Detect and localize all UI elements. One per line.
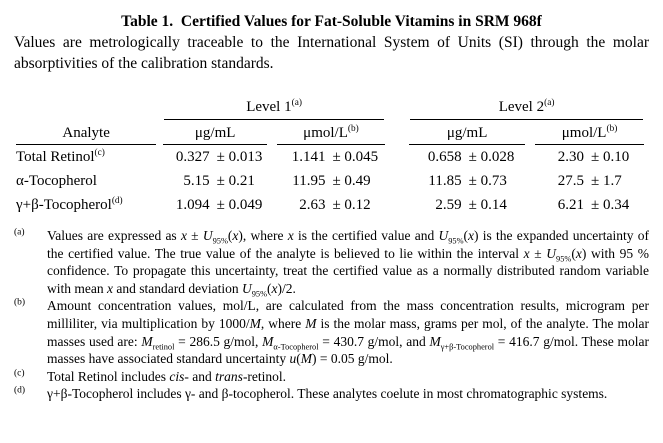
uncertainty-value: ± 0.045: [332, 149, 379, 165]
value-cell: 27.5 ± 1.7: [530, 169, 649, 193]
value-cell: 0.327 ± 0.013: [158, 145, 272, 169]
value-cell: 6.21 ± 0.34: [530, 193, 649, 217]
level-2-group-cell: Level 2(a): [404, 98, 649, 120]
table-row-alpha-tocopherol: α-Tocopherol 5.15 ± 0.21 11.95 ± 0.49 11.8…: [14, 169, 649, 193]
level-2-header: Level 2(a): [410, 98, 643, 120]
uncertainty-value: ± 0.21: [216, 173, 255, 189]
certified-value: 11.85: [428, 173, 462, 189]
intro-text: Values are metrologically traceable to t…: [14, 34, 649, 72]
certified-value: 2.63: [299, 197, 326, 213]
analyte-column-header: Analyte: [16, 120, 157, 145]
uncertainty-value: ± 0.73: [468, 173, 507, 189]
table-title: Table 1. Certified Values for Fat-Solubl…: [121, 13, 542, 30]
certified-value: 27.5: [557, 173, 585, 189]
unit-cell-level1-ugml: μg/mL: [158, 120, 272, 145]
analyte-name: γ+β-Tocopherol(d): [16, 196, 123, 213]
unit-header-row: Analyte μg/mL μmol/L(b) μg/mL μmol/L(b): [14, 120, 649, 145]
value-cell: 2.59 ± 0.14: [404, 193, 530, 217]
analyte-name: α-Tocopherol: [16, 173, 97, 189]
footnote-a-marker: (a): [14, 227, 25, 238]
spacer-cell: [390, 120, 404, 145]
value-cell: 5.15 ± 0.21: [158, 169, 272, 193]
footnote-b: (b) Amount concentration values, mol/L, …: [14, 297, 649, 367]
value-cell: 11.95 ± 0.49: [272, 169, 390, 193]
unit-header-umoll-level1: μmol/L(b): [277, 120, 385, 145]
footnote-d-marker: (d): [14, 385, 26, 396]
certified-value: 2.59: [435, 197, 462, 213]
footnote-c-marker: (c): [14, 368, 25, 379]
footnotes-section: (a) Values are expressed as x ± U95%(x),…: [14, 227, 649, 403]
footnote-a: (a) Values are expressed as x ± U95%(x),…: [14, 227, 649, 299]
uncertainty-value: ± 0.10: [591, 149, 630, 165]
footnote-d: (d) γ+β-Tocopherol includes γ- and β-toc…: [14, 385, 649, 403]
unit-header-ugml-level1: μg/mL: [163, 120, 268, 145]
analyte-header-cell: Analyte: [14, 120, 158, 145]
level-header-row: Level 1(a) Level 2(a): [14, 98, 649, 120]
uncertainty-value: ± 0.049: [216, 197, 263, 213]
level-1-group-cell: Level 1(a): [158, 98, 390, 120]
uncertainty-value: ± 0.34: [591, 197, 630, 213]
spacer-cell: [390, 193, 404, 217]
uncertainty-value: ± 0.028: [468, 149, 515, 165]
certified-value: 0.658: [427, 149, 462, 165]
footnote-c-text: Total Retinol includes cis- and trans-re…: [47, 368, 287, 384]
value-cell: 1.094 ± 0.049: [158, 193, 272, 217]
value-cell: 2.63 ± 0.12: [272, 193, 390, 217]
certified-value: 6.21: [557, 197, 585, 213]
unit-cell-level2-ugml: μg/mL: [404, 120, 530, 145]
footnote-a-text: Values are expressed as x ± U95%(x), whe…: [47, 228, 649, 299]
certified-values-table: Level 1(a) Level 2(a) Analyte μg/mL μmol…: [14, 98, 649, 217]
uncertainty-value: ± 0.49: [332, 173, 371, 189]
level-1-header: Level 1(a): [164, 98, 384, 120]
value-cell: 11.85 ± 0.73: [404, 169, 530, 193]
value-cell: 1.141 ± 0.045: [272, 145, 390, 169]
spacer-cell: [390, 145, 404, 169]
value-cell: 0.658 ± 0.028: [404, 145, 530, 169]
certified-value: 0.327: [175, 149, 210, 165]
uncertainty-value: ± 1.7: [591, 173, 622, 189]
certified-value: 1.094: [175, 197, 210, 213]
analyte-name: Total Retinol(c): [16, 148, 105, 165]
uncertainty-value: ± 0.12: [332, 197, 371, 213]
footnote-d-text: γ+β-Tocopherol includes γ- and β-tocophe…: [47, 386, 608, 402]
certified-value: 11.95: [292, 173, 326, 189]
spacer-cell: [390, 98, 404, 120]
certified-value: 2.30: [557, 149, 585, 165]
table-row-total-retinol: Total Retinol(c) 0.327 ± 0.013 1.141 ± 0.0…: [14, 145, 649, 169]
footnote-c: (c) Total Retinol includes cis- and tran…: [14, 368, 649, 386]
footnote-b-marker: (b): [14, 297, 26, 308]
unit-cell-level2-umoll: μmol/L(b): [530, 120, 649, 145]
certified-value: 1.141: [291, 149, 326, 165]
table-row-gamma-beta-tocopherol: γ+β-Tocopherol(d) 1.094 ± 0.049 2.63 ± 0.1…: [14, 193, 649, 217]
unit-header-ugml-level2: μg/mL: [409, 120, 526, 145]
unit-cell-level1-umoll: μmol/L(b): [272, 120, 390, 145]
unit-header-umoll-level2: μmol/L(b): [535, 120, 644, 145]
footnote-b-text: Amount concentration values, mol/L, are …: [47, 298, 649, 367]
uncertainty-value: ± 0.013: [216, 149, 263, 165]
certified-value: 5.15: [183, 173, 210, 189]
value-cell: 2.30 ± 0.10: [530, 145, 649, 169]
spacer-cell: [14, 98, 158, 120]
spacer-cell: [390, 169, 404, 193]
uncertainty-value: ± 0.14: [468, 197, 507, 213]
